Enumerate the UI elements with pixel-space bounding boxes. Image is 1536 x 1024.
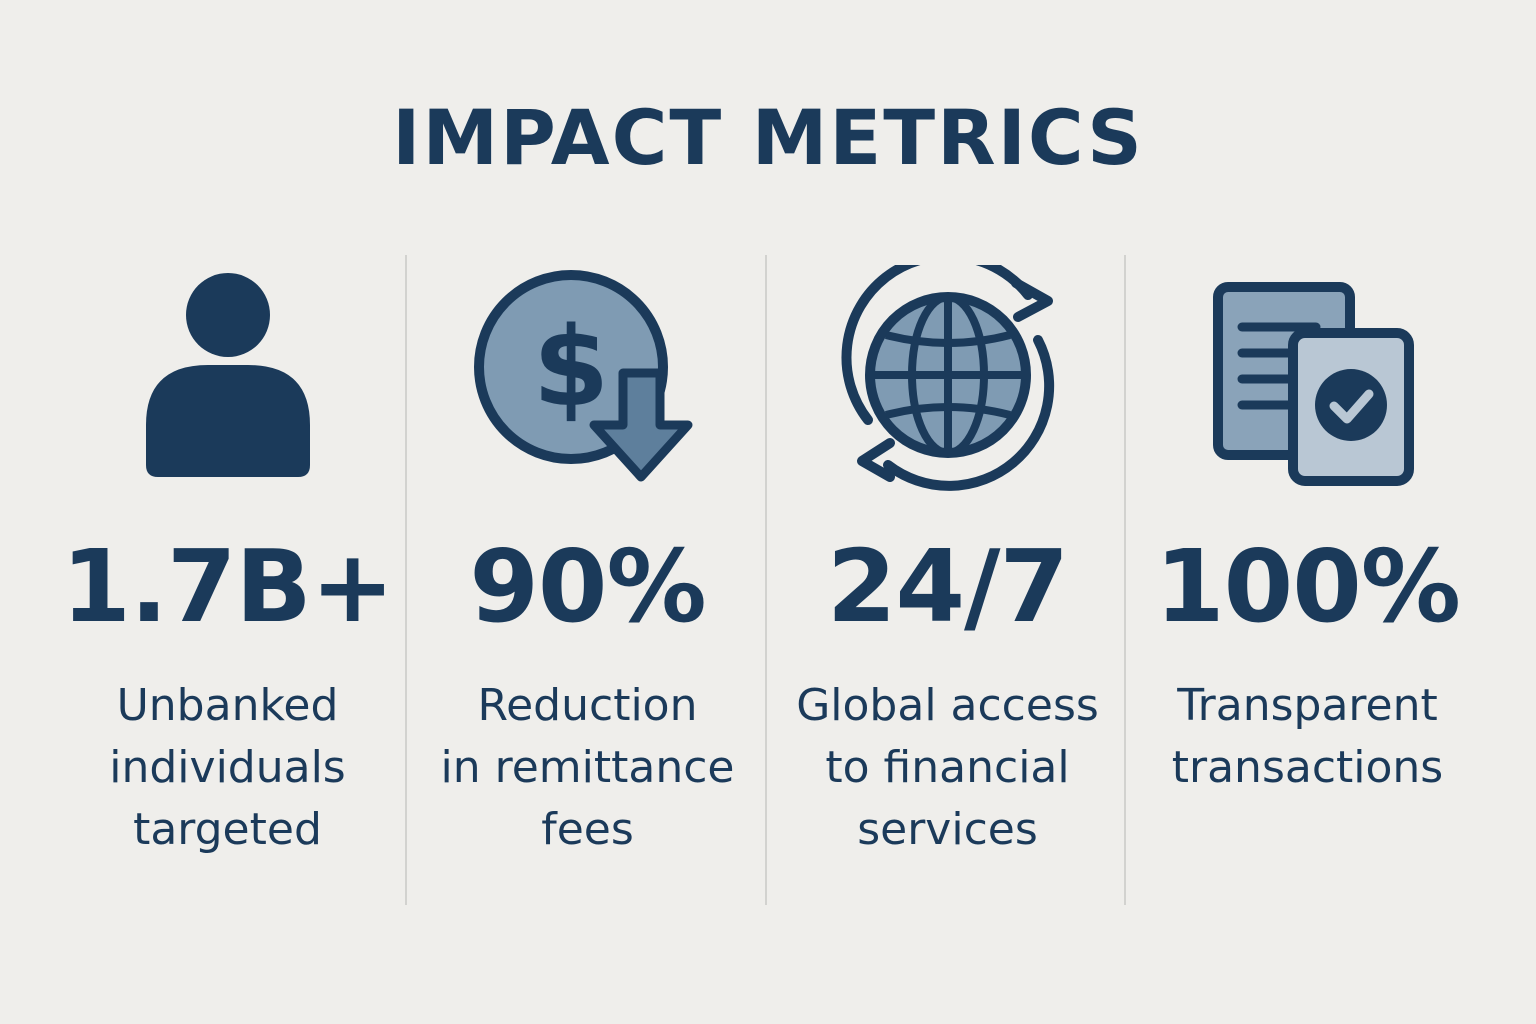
metric-unbanked: 1.7B+ Unbanked individuals targeted [50, 265, 405, 905]
metric-transparency: 100% Transparent transactions [1130, 265, 1485, 905]
metric-label-line: Global access [796, 680, 1099, 731]
metric-label-line: targeted [133, 804, 322, 855]
metric-label-line: transactions [1171, 742, 1444, 793]
metric-label-line: Transparent [1177, 680, 1438, 731]
metric-label-line: Unbanked [116, 680, 339, 731]
dollar-down-arrow-icon: $ [410, 265, 765, 495]
metric-label: Reduction in remittance fees [395, 675, 780, 861]
svg-text:$: $ [532, 303, 609, 431]
metric-label-line: in remittance [440, 742, 735, 793]
page-title: IMPACT METRICS [392, 93, 1144, 182]
metric-value: 90% [469, 528, 706, 645]
column-divider [405, 255, 407, 905]
metric-global-access: 24/7 Global access to financial services [770, 265, 1125, 905]
globe-cycle-icon [770, 265, 1125, 495]
metric-label: Global access to financial services [755, 675, 1140, 861]
column-divider [765, 255, 767, 905]
metric-value: 24/7 [826, 528, 1069, 645]
metric-label-line: fees [541, 804, 634, 855]
metric-label-line: services [857, 804, 1038, 855]
metric-label: Transparent transactions [1115, 675, 1500, 799]
metric-label: Unbanked individuals targeted [35, 675, 420, 861]
metric-remittance: $ 90% Reduction in remittance fees [410, 265, 765, 905]
documents-check-icon [1130, 265, 1485, 495]
metric-label-line: individuals [109, 742, 346, 793]
metric-label-line: to financial [825, 742, 1070, 793]
column-divider [1124, 255, 1126, 905]
person-icon [50, 265, 405, 495]
metric-value: 100% [1155, 528, 1461, 645]
metric-label-line: Reduction [477, 680, 698, 731]
metric-value: 1.7B+ [61, 528, 394, 645]
